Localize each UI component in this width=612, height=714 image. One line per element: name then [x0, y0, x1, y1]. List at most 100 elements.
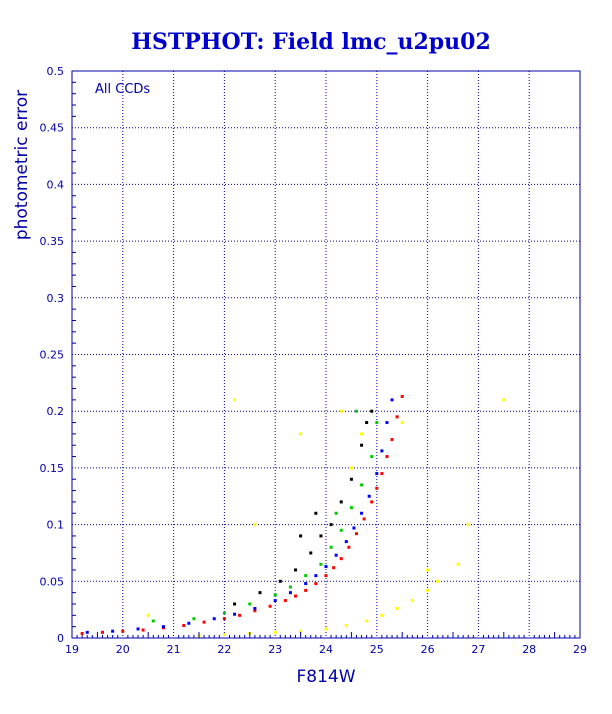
- data-point: [288, 591, 292, 595]
- x-tick-label: 20: [116, 643, 130, 656]
- y-tick-label: 0.2: [47, 405, 65, 418]
- data-point: [360, 443, 364, 447]
- data-point: [360, 511, 364, 515]
- data-point: [319, 562, 323, 566]
- data-point: [367, 494, 371, 498]
- data-point: [466, 523, 470, 527]
- data-point: [370, 500, 374, 504]
- data-point: [360, 432, 364, 436]
- data-point: [233, 612, 237, 616]
- data-point: [314, 574, 318, 578]
- data-point: [426, 588, 430, 592]
- x-tick-label: 22: [217, 643, 231, 656]
- data-point: [294, 568, 298, 572]
- data-point: [380, 613, 384, 617]
- data-point: [347, 545, 351, 549]
- data-point: [344, 540, 348, 544]
- data-point: [436, 579, 440, 583]
- axis-ticks: 19 20 21 22 23 24 25 26 27 28 29 0 0.05 0.1 0.15 0.2 0.2…: [40, 65, 588, 656]
- data-point: [390, 398, 394, 402]
- data-point: [339, 557, 343, 561]
- data-point: [141, 628, 145, 632]
- data-point: [222, 617, 226, 621]
- data-point: [192, 617, 196, 621]
- data-point: [299, 534, 303, 538]
- data-point: [288, 585, 292, 589]
- data-point: [502, 398, 506, 402]
- data-point: [304, 574, 308, 578]
- data-point: [202, 620, 206, 624]
- data-point: [362, 517, 366, 521]
- x-tick-label: 21: [167, 643, 181, 656]
- data-point: [299, 432, 303, 436]
- data-point: [400, 394, 404, 398]
- y-axis-label: photometric error: [12, 90, 32, 240]
- y-tick-label: 0.3: [47, 292, 65, 305]
- data-point: [334, 553, 338, 557]
- data-point: [349, 466, 353, 470]
- data-point: [456, 562, 460, 566]
- data-point: [390, 438, 394, 442]
- data-point: [278, 579, 282, 583]
- data-point: [222, 611, 226, 615]
- data-point: [121, 629, 125, 633]
- data-point: [299, 629, 303, 633]
- data-point: [111, 629, 115, 633]
- data-point: [309, 551, 313, 555]
- data-point: [161, 625, 165, 629]
- data-point: [339, 409, 343, 413]
- x-tick-label: 29: [573, 643, 587, 656]
- x-tick-label: 28: [522, 643, 536, 656]
- data-point: [344, 624, 348, 628]
- data-point: [385, 421, 389, 425]
- data-point: [329, 545, 333, 549]
- data-point: [248, 602, 252, 606]
- y-tick-label: 0.05: [40, 575, 65, 588]
- data-point: [212, 617, 216, 621]
- data-point: [385, 455, 389, 459]
- data-point: [283, 599, 287, 603]
- data-point: [324, 627, 328, 631]
- data-points: [80, 394, 506, 638]
- plot-frame: [71, 70, 581, 639]
- data-point: [151, 619, 155, 623]
- data-point: [375, 421, 379, 425]
- data-point: [85, 630, 89, 634]
- grid: [72, 71, 580, 638]
- data-point: [375, 472, 379, 476]
- data-point: [324, 574, 328, 578]
- data-point: [222, 633, 226, 637]
- data-point: [380, 472, 384, 476]
- y-tick-label: 0: [57, 632, 64, 645]
- data-point: [304, 582, 308, 586]
- data-point: [370, 409, 374, 413]
- y-tick-label: 0.4: [47, 178, 65, 191]
- y-tick-label: 0.25: [40, 349, 65, 362]
- data-point: [400, 421, 404, 425]
- data-point: [146, 613, 150, 617]
- data-point: [273, 599, 277, 603]
- data-point: [352, 526, 356, 530]
- data-point: [375, 486, 379, 490]
- y-tick-label: 0.35: [40, 235, 65, 248]
- data-point: [334, 511, 338, 515]
- data-point: [253, 523, 257, 527]
- data-point: [395, 415, 399, 419]
- data-point: [314, 582, 318, 586]
- data-point: [426, 568, 430, 572]
- data-point: [332, 566, 336, 570]
- data-point: [80, 631, 84, 635]
- data-point: [370, 455, 374, 459]
- data-point: [136, 627, 140, 631]
- data-point: [253, 609, 257, 613]
- data-point: [349, 477, 353, 481]
- data-point: [182, 624, 186, 628]
- data-point: [258, 591, 262, 595]
- x-tick-label: 26: [421, 643, 435, 656]
- data-point: [319, 534, 323, 538]
- x-tick-label: 19: [65, 643, 79, 656]
- y-tick-label: 0.15: [40, 462, 65, 475]
- annotation-label: All CCDs: [95, 82, 150, 97]
